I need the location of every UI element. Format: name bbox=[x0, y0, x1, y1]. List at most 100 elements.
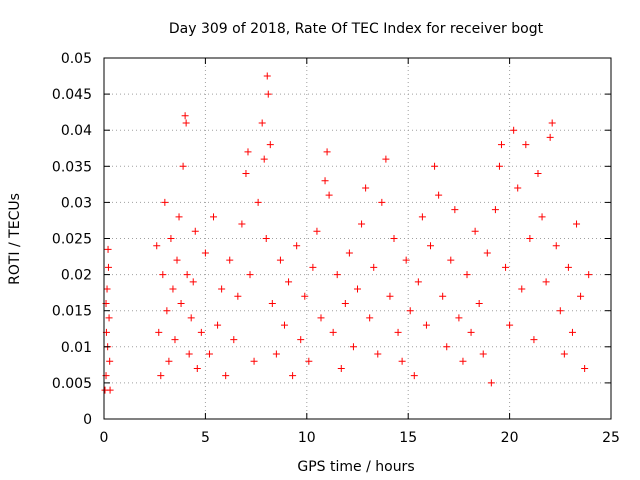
data-point bbox=[305, 357, 313, 365]
data-point bbox=[226, 256, 234, 264]
data-point bbox=[546, 133, 554, 141]
data-point bbox=[258, 119, 266, 127]
data-point bbox=[262, 235, 270, 242]
data-point bbox=[487, 379, 495, 387]
data-point bbox=[467, 328, 475, 336]
data-point bbox=[422, 321, 430, 329]
data-point bbox=[285, 278, 293, 286]
chart-title: Day 309 of 2018, Rate Of TEC Index for r… bbox=[169, 21, 544, 37]
data-point bbox=[573, 220, 581, 228]
data-point bbox=[293, 242, 301, 250]
data-point bbox=[238, 220, 246, 228]
data-point bbox=[526, 235, 534, 242]
data-point bbox=[183, 271, 191, 279]
data-point bbox=[431, 162, 439, 170]
data-point bbox=[218, 285, 226, 293]
data-point bbox=[246, 271, 254, 279]
data-point bbox=[230, 336, 238, 344]
data-point bbox=[459, 357, 467, 365]
data-point bbox=[276, 256, 284, 264]
data-point bbox=[157, 372, 165, 380]
y-tick-label: 0.02 bbox=[61, 268, 92, 284]
data-point bbox=[106, 357, 114, 365]
data-point bbox=[538, 213, 546, 221]
data-point bbox=[309, 263, 317, 271]
data-point bbox=[177, 299, 185, 307]
data-point bbox=[560, 350, 568, 358]
data-point bbox=[349, 343, 357, 351]
data-point bbox=[266, 141, 274, 149]
data-point bbox=[581, 364, 589, 372]
data-point bbox=[577, 292, 585, 300]
data-point bbox=[414, 278, 422, 286]
y-tick-label: 0.03 bbox=[61, 195, 92, 211]
data-point bbox=[181, 112, 189, 120]
data-point bbox=[323, 148, 331, 156]
data-point bbox=[510, 126, 518, 134]
axis-tick-labels: 0 5 10 15 20 25 0 0.005 0.01 0.015 0.02 0.025 0.03 0.… bbox=[52, 51, 620, 446]
data-point bbox=[159, 271, 167, 279]
data-point bbox=[333, 271, 341, 279]
data-point bbox=[495, 162, 503, 170]
x-tick-label: 10 bbox=[298, 430, 316, 446]
x-tick-label: 5 bbox=[201, 430, 210, 446]
x-axis-label: GPS time / hours bbox=[297, 459, 414, 475]
data-point bbox=[242, 170, 250, 178]
data-point bbox=[479, 350, 487, 358]
data-point bbox=[173, 256, 181, 264]
data-point bbox=[214, 321, 222, 329]
axis-ticks bbox=[103, 57, 612, 420]
data-point bbox=[153, 242, 161, 250]
data-point bbox=[205, 350, 213, 358]
data-point bbox=[345, 249, 353, 257]
data-point bbox=[378, 198, 386, 206]
data-point bbox=[475, 299, 483, 307]
data-point bbox=[337, 364, 345, 372]
data-point bbox=[268, 299, 276, 307]
data-point bbox=[443, 343, 451, 351]
x-tick-label: 0 bbox=[100, 430, 109, 446]
data-point bbox=[234, 292, 242, 300]
y-tick-label: 0.045 bbox=[52, 87, 92, 103]
data-point bbox=[514, 184, 522, 192]
data-point bbox=[185, 350, 193, 358]
y-tick-label: 0.015 bbox=[52, 304, 92, 320]
data-point bbox=[394, 328, 402, 336]
data-point bbox=[463, 271, 471, 279]
data-point bbox=[106, 386, 114, 394]
data-point bbox=[297, 336, 305, 344]
data-point bbox=[374, 350, 382, 358]
data-point bbox=[534, 170, 542, 178]
data-point bbox=[506, 321, 514, 329]
data-point bbox=[254, 198, 262, 206]
data-point bbox=[439, 292, 447, 300]
y-tick-label: 0.04 bbox=[61, 123, 92, 139]
y-tick-label: 0.05 bbox=[61, 51, 92, 67]
data-point bbox=[175, 213, 183, 221]
data-point bbox=[370, 263, 378, 271]
data-point bbox=[197, 328, 205, 336]
data-point bbox=[263, 72, 271, 80]
data-point bbox=[244, 148, 252, 156]
data-point bbox=[518, 285, 526, 293]
data-point bbox=[272, 350, 280, 358]
data-point bbox=[568, 328, 576, 336]
data-point bbox=[163, 307, 171, 315]
data-point bbox=[497, 141, 505, 149]
data-point bbox=[410, 372, 418, 380]
data-point bbox=[386, 292, 394, 300]
data-point bbox=[548, 119, 556, 127]
data-point bbox=[161, 198, 169, 206]
data-point bbox=[325, 191, 333, 199]
y-tick-label: 0 bbox=[83, 412, 92, 428]
data-point bbox=[502, 263, 510, 271]
x-tick-label: 25 bbox=[602, 430, 620, 446]
data-point bbox=[104, 245, 112, 253]
data-point bbox=[362, 184, 370, 192]
data-point bbox=[402, 256, 410, 264]
data-point bbox=[105, 314, 113, 322]
data-point bbox=[289, 372, 297, 380]
data-point bbox=[187, 314, 195, 322]
data-point bbox=[191, 227, 199, 235]
data-point bbox=[491, 206, 499, 214]
